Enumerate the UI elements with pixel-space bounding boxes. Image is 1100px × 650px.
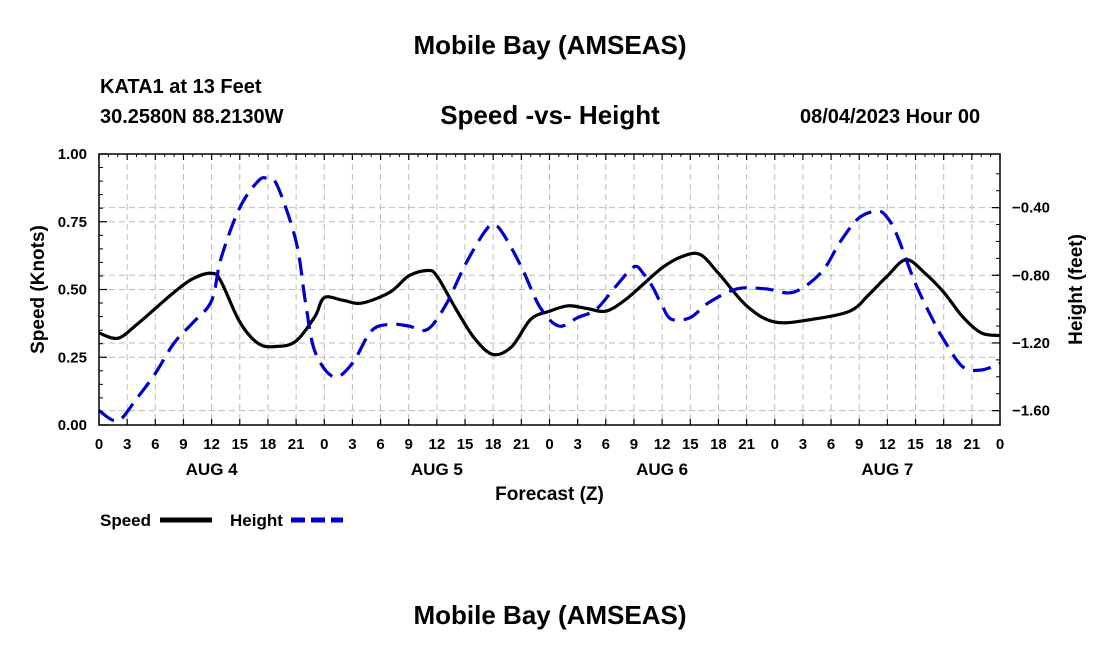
- chart-grid: [99, 154, 1000, 425]
- station-coordinates: 30.2580N 88.2130W: [100, 106, 284, 128]
- x-tick-label: 21: [513, 436, 530, 453]
- y-tick-label: 1.00: [58, 146, 87, 163]
- y2-tick-label: −1.20: [1012, 335, 1050, 352]
- y2-tick-label: −0.80: [1012, 267, 1050, 284]
- y2-tick-label: −1.60: [1012, 403, 1050, 420]
- x-tick-label: 21: [738, 436, 755, 453]
- x-tick-label: 0: [320, 436, 328, 453]
- legend-height-label: Height: [230, 511, 283, 530]
- page-title: Mobile Bay (AMSEAS): [413, 30, 687, 60]
- x-tick-label: 18: [260, 436, 277, 453]
- chart-series: [98, 176, 1001, 423]
- x-tick-label: 0: [996, 436, 1004, 453]
- footer-title: Mobile Bay (AMSEAS): [413, 600, 687, 630]
- x-tick-label: 12: [429, 436, 446, 453]
- x-tick-label: 0: [95, 436, 103, 453]
- x-tick-label: 6: [602, 436, 610, 453]
- day-label: AUG 4: [186, 460, 239, 479]
- height-series-line: [98, 176, 1001, 423]
- chart-labels: 0 3 6 9 12 15 18 21 0 3 6 9 12 15 18 21 0 3 6 9 12 15 18 21 0 3 6 9…: [28, 146, 1087, 505]
- x-tick-label: 9: [630, 436, 638, 453]
- x-tick-label: 18: [710, 436, 727, 453]
- x-tick-label: 9: [179, 436, 187, 453]
- x-tick-label: 12: [654, 436, 671, 453]
- y2-axis-title: Height (feet): [1066, 234, 1087, 345]
- x-tick-label: 21: [288, 436, 305, 453]
- x-tick-label: 12: [203, 436, 220, 453]
- x-tick-label: 9: [405, 436, 413, 453]
- x-tick-label: 3: [799, 436, 807, 453]
- y-tick-label: 0.50: [58, 282, 87, 299]
- y-tick-label: 0.75: [58, 214, 87, 231]
- x-tick-label: 3: [348, 436, 356, 453]
- station-label: KATA1 at 13 Feet: [100, 76, 262, 98]
- x-tick-label: 15: [457, 436, 474, 453]
- y-tick-label: 0.00: [58, 417, 87, 434]
- forecast-timestamp: 08/04/2023 Hour 00: [800, 106, 981, 128]
- x-tick-label: 6: [376, 436, 384, 453]
- chart-legend: Speed Height: [100, 511, 343, 530]
- x-tick-label: 6: [827, 436, 835, 453]
- y-axis-title: Speed (Knots): [28, 225, 49, 354]
- x-tick-label: 0: [771, 436, 779, 453]
- chart-axes: [98, 153, 1001, 426]
- x-tick-label: 12: [879, 436, 896, 453]
- y2-tick-label: −0.40: [1012, 200, 1050, 217]
- x-tick-label: 15: [907, 436, 924, 453]
- day-label: AUG 7: [861, 460, 913, 479]
- chart-title: Speed -vs- Height: [440, 100, 660, 130]
- x-tick-label: 3: [573, 436, 581, 453]
- speed-series-line: [98, 251, 1001, 357]
- x-tick-label: 0: [545, 436, 553, 453]
- x-tick-label: 6: [151, 436, 159, 453]
- x-tick-label: 9: [855, 436, 863, 453]
- day-label: AUG 5: [411, 460, 463, 479]
- x-tick-label: 21: [964, 436, 981, 453]
- x-tick-label: 15: [231, 436, 248, 453]
- x-axis-title: Forecast (Z): [495, 484, 604, 505]
- x-tick-label: 18: [935, 436, 952, 453]
- x-tick-label: 18: [485, 436, 502, 453]
- x-tick-label: 3: [123, 436, 131, 453]
- legend-speed-label: Speed: [100, 511, 151, 530]
- day-label: AUG 6: [636, 460, 688, 479]
- x-tick-label: 15: [682, 436, 699, 453]
- y-tick-label: 0.25: [58, 349, 87, 366]
